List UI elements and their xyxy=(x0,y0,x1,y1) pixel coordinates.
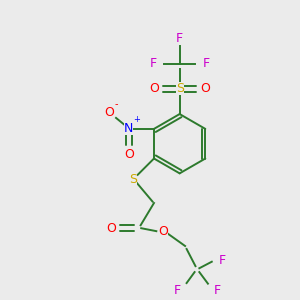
Text: O: O xyxy=(158,225,168,238)
Text: -: - xyxy=(115,99,118,109)
Text: F: F xyxy=(173,284,181,297)
Text: F: F xyxy=(219,254,226,267)
Text: F: F xyxy=(213,284,220,297)
Text: +: + xyxy=(133,116,140,124)
Text: N: N xyxy=(124,122,134,135)
Text: F: F xyxy=(176,32,183,45)
Text: O: O xyxy=(149,82,159,95)
Text: F: F xyxy=(149,57,157,70)
Text: S: S xyxy=(129,173,137,186)
Text: F: F xyxy=(203,57,210,70)
Text: O: O xyxy=(124,148,134,160)
Text: O: O xyxy=(105,106,114,119)
Text: O: O xyxy=(200,82,210,95)
Text: O: O xyxy=(106,222,116,235)
Text: S: S xyxy=(176,82,184,95)
